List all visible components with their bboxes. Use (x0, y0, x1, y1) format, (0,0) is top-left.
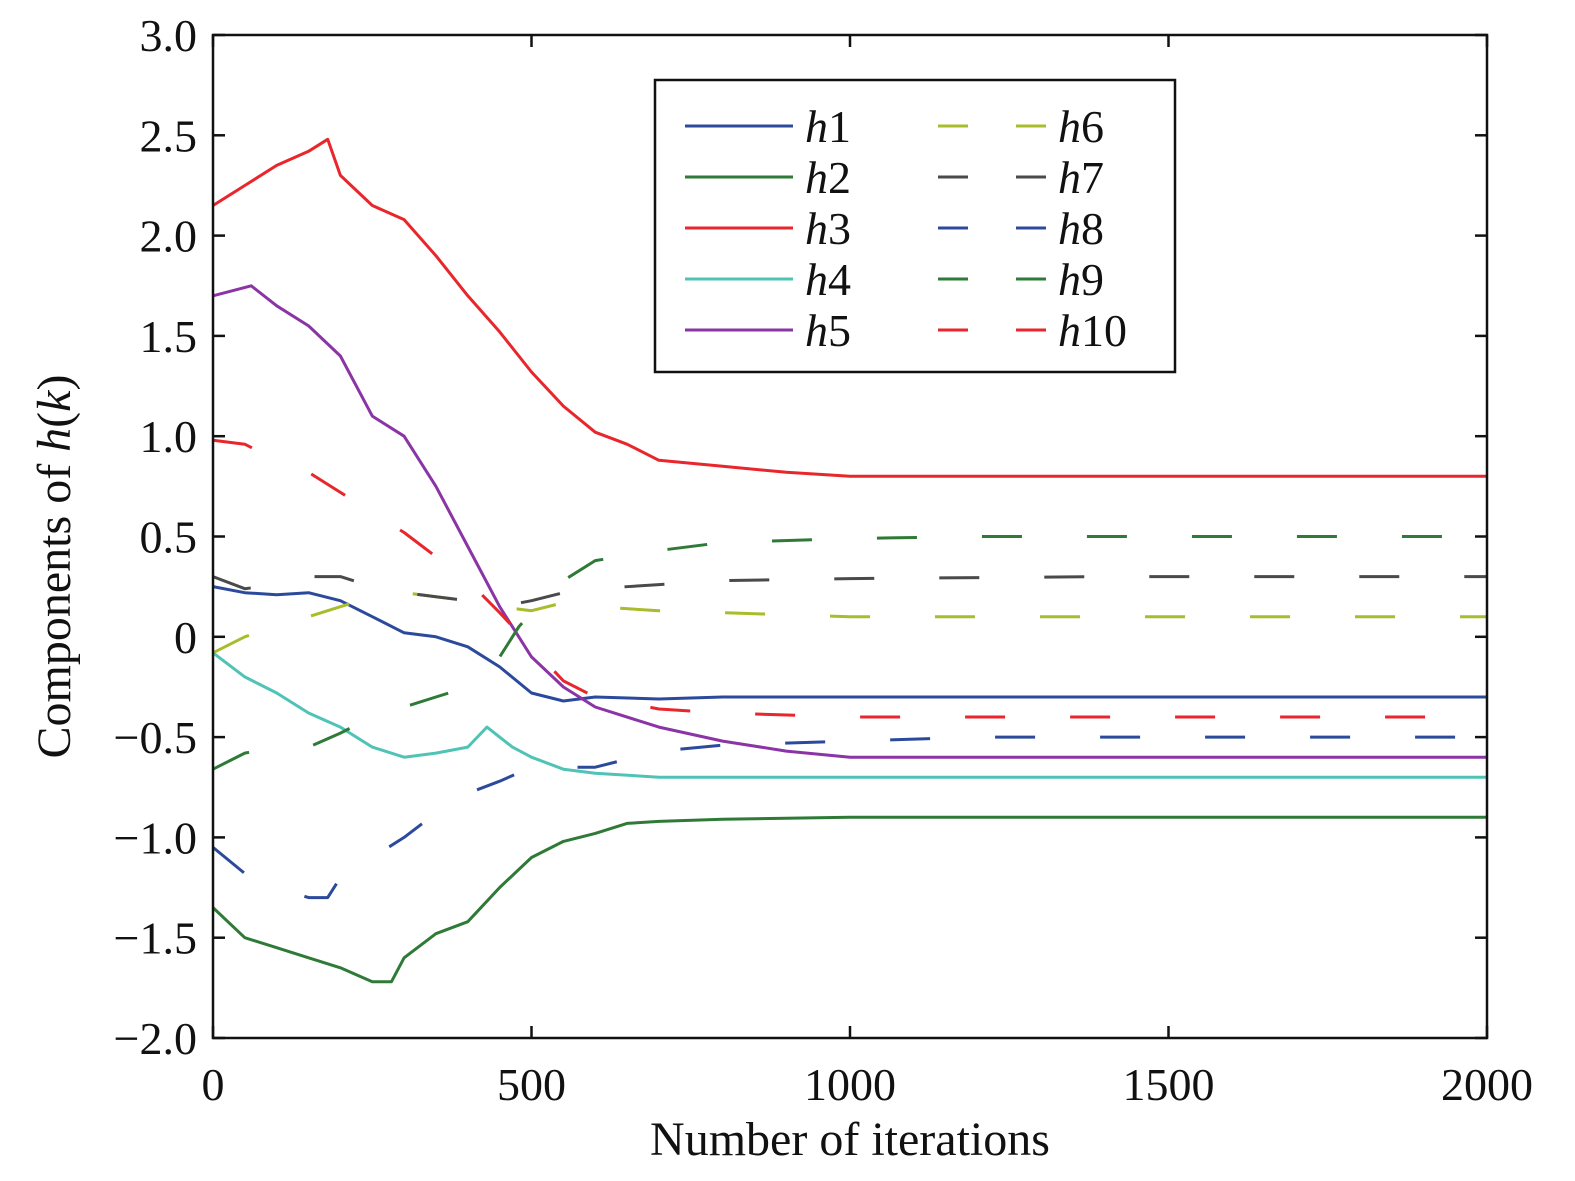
y-axis-title-prefix: Components of (28, 452, 81, 759)
x-tick-label: 0 (202, 1059, 225, 1110)
legend-label-h7: h7 (1058, 152, 1104, 203)
y-tick-label: 2.0 (140, 211, 198, 262)
y-axis-title-arg: k (28, 389, 81, 412)
series-line-h3 (212, 137, 1487, 478)
legend-label-h3: h3 (805, 203, 851, 254)
y-tick-label: 0 (174, 612, 197, 663)
x-tick-label: 1500 (1123, 1059, 1215, 1110)
series-line-h4 (212, 651, 1487, 779)
series-line-h8 (212, 735, 1487, 900)
series-line-h5 (212, 284, 1487, 759)
y-axis-title: Components of h(k) (28, 375, 81, 759)
legend-label-h9: h9 (1058, 254, 1104, 305)
series-line-h1 (212, 585, 1487, 703)
legend-label-h6: h6 (1058, 101, 1104, 152)
y-tick-label: −1.0 (114, 812, 197, 863)
y-tick-label: 1.5 (140, 311, 198, 362)
x-tick-label: 2000 (1441, 1059, 1533, 1110)
y-tick-label: −2.0 (114, 1013, 197, 1064)
tick-layer: 0 500 1000 1500 2000 3.0 2.5 2.0 1.5 1.0 0.5 0 −0.5 −… (114, 10, 1533, 1110)
legend-label-h5: h5 (805, 305, 851, 356)
series-layer (211, 137, 1487, 984)
series-line-h10 (212, 438, 1487, 719)
y-axis-title-var: h (28, 428, 81, 452)
y-tick-label: −1.5 (114, 913, 197, 964)
legend-label-h10: h10 (1058, 305, 1127, 356)
series-line-h7 (212, 575, 1487, 609)
y-tick-label: 3.0 (140, 10, 198, 61)
legend-label-h8: h8 (1058, 203, 1104, 254)
y-tick-label: 0.5 (140, 512, 198, 563)
y-tick-label: 2.5 (140, 110, 198, 161)
legend-box (653, 78, 1177, 374)
series-line-h2 (211, 815, 1487, 984)
x-tick-label: 1000 (804, 1059, 896, 1110)
y-tick-label: 1.0 (140, 411, 198, 462)
legend-label-h1: h1 (805, 101, 851, 152)
legend-label-h2: h2 (805, 152, 851, 203)
x-axis-title: Number of iterations (650, 1113, 1050, 1166)
y-axis-title-paren-close: ) (28, 375, 81, 391)
legend-label-h4: h4 (805, 254, 851, 305)
x-tick-label: 500 (497, 1059, 566, 1110)
y-axis-title-paren-open: ( (28, 412, 81, 428)
y-tick-label: −0.5 (114, 712, 197, 763)
